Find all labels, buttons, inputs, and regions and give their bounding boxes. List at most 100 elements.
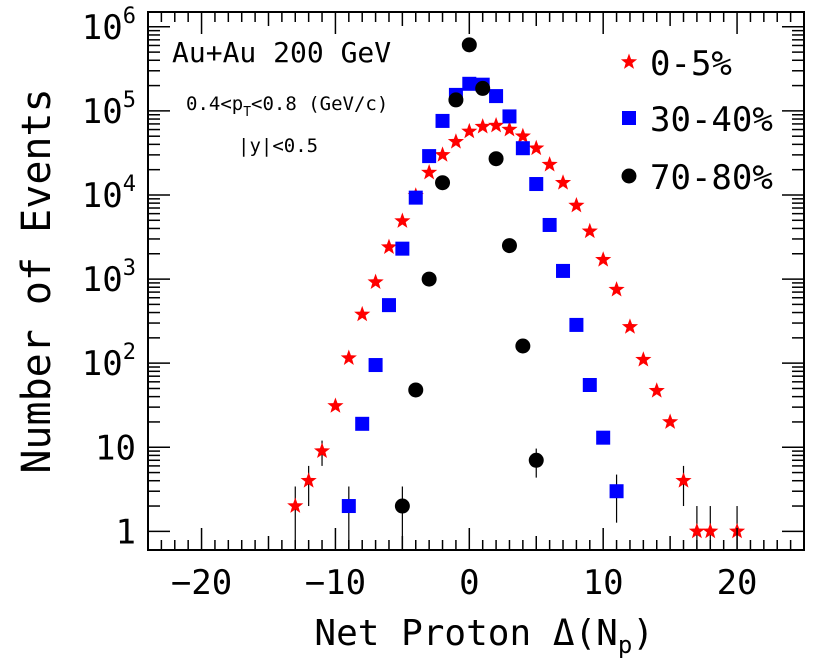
legend-marker	[621, 168, 637, 184]
data-point	[541, 156, 558, 172]
y-tick-base: 10	[82, 176, 123, 216]
annotation-pt-range: 0.4<pT<0.8 (GeV/c)	[186, 93, 388, 120]
data-point	[648, 382, 665, 398]
data-point	[528, 139, 545, 156]
y-tick-label: 1	[116, 512, 136, 552]
data-point	[501, 121, 518, 137]
data-point	[528, 452, 544, 468]
y-tick-label: 106	[82, 4, 136, 48]
data-point	[475, 80, 491, 96]
data-point	[421, 164, 438, 180]
data-point	[688, 522, 705, 539]
x-axis-label-paren-open: (N	[575, 613, 618, 654]
legend-label: 30-40%	[650, 100, 773, 140]
data-point	[502, 109, 517, 124]
annotation-pt-subscript: T	[243, 105, 251, 120]
data-point	[461, 37, 477, 53]
data-point	[675, 472, 692, 488]
data-point	[462, 76, 477, 91]
data-point	[609, 484, 624, 499]
data-point	[569, 317, 584, 332]
plot-frame	[147, 11, 805, 551]
data-point	[287, 497, 304, 513]
data-point	[515, 338, 531, 354]
legend-entry: 30-40%	[622, 100, 773, 140]
x-axis-label-subscript: p	[618, 631, 632, 659]
y-tick-exponent: 6	[123, 4, 136, 29]
y-tick-base: 10	[82, 92, 123, 132]
legend-entry: 70-80%	[621, 158, 773, 198]
y-tick-exponent: 3	[123, 256, 136, 281]
data-point	[582, 377, 597, 392]
x-tick-label: 10	[583, 563, 624, 603]
data-point	[408, 382, 424, 398]
data-point	[474, 118, 491, 134]
data-point	[341, 499, 356, 514]
data-point	[514, 127, 531, 144]
data-point	[300, 472, 317, 488]
data-point	[608, 281, 625, 297]
data-point	[435, 175, 451, 191]
data-point	[421, 271, 437, 287]
x-tick-label: 0	[459, 563, 479, 603]
data-point	[556, 263, 571, 278]
legend-label: 70-80%	[650, 158, 773, 198]
data-point	[554, 174, 572, 190]
data-point	[461, 122, 478, 139]
x-axis-label-main: Net Proton	[314, 613, 552, 654]
legend-label: 0-5%	[650, 44, 732, 84]
data-point	[448, 92, 464, 108]
data-point	[542, 217, 557, 232]
data-point	[394, 498, 410, 514]
y-tick-exponent: 5	[123, 88, 136, 113]
data-point	[662, 413, 679, 429]
annotation-rapidity: |y|<0.5	[238, 135, 318, 157]
data-point	[635, 351, 652, 367]
legend-marker	[620, 53, 638, 69]
y-tick-label: 104	[82, 172, 136, 216]
data-point	[408, 190, 423, 205]
x-axis-label-paren-close: )	[632, 613, 654, 654]
data-point	[340, 349, 357, 365]
data-point	[395, 241, 410, 256]
y-tick-base: 10	[82, 8, 123, 48]
y-tick-base: 10	[82, 260, 123, 300]
legend: 0-5% 30-40% 70-80%	[620, 44, 773, 198]
x-tick-label: −10	[305, 563, 366, 603]
data-point	[313, 442, 331, 458]
series-square	[341, 76, 624, 550]
data-point	[434, 146, 451, 162]
x-axis-label-delta: Δ	[553, 613, 575, 654]
y-tick-label: 105	[82, 88, 136, 132]
y-tick-label: 103	[82, 256, 136, 300]
data-point	[380, 238, 398, 254]
x-tick-label: −20	[171, 563, 232, 603]
series-circle	[394, 37, 544, 550]
data-point	[595, 251, 612, 267]
data-point	[354, 305, 371, 322]
x-tick-label: 20	[717, 563, 758, 603]
y-axis-label: Number of Events	[14, 88, 60, 473]
data-point	[581, 222, 598, 239]
y-tick-exponent: 4	[123, 172, 136, 197]
data-point	[515, 141, 530, 156]
annotation-pt-suffix: <0.8 (GeV/c)	[251, 93, 388, 115]
x-axis-label: Net Proton Δ(Np)	[314, 613, 654, 659]
data-point	[435, 113, 450, 128]
data-point	[621, 318, 639, 334]
data-point	[422, 149, 437, 164]
data-point	[355, 416, 370, 431]
data-point	[596, 430, 611, 445]
annotation-pt-prefix: 0.4<p	[186, 93, 243, 115]
y-tick-exponent: 2	[123, 340, 136, 365]
data-point	[488, 151, 504, 167]
legend-marker	[622, 111, 636, 125]
y-tick-label: 10	[95, 428, 136, 468]
data-point	[489, 89, 504, 104]
data-point	[394, 212, 411, 228]
data-point	[327, 397, 344, 413]
annotation-system: Au+Au 200 GeV	[172, 36, 391, 69]
y-tick-label: 102	[82, 340, 136, 384]
